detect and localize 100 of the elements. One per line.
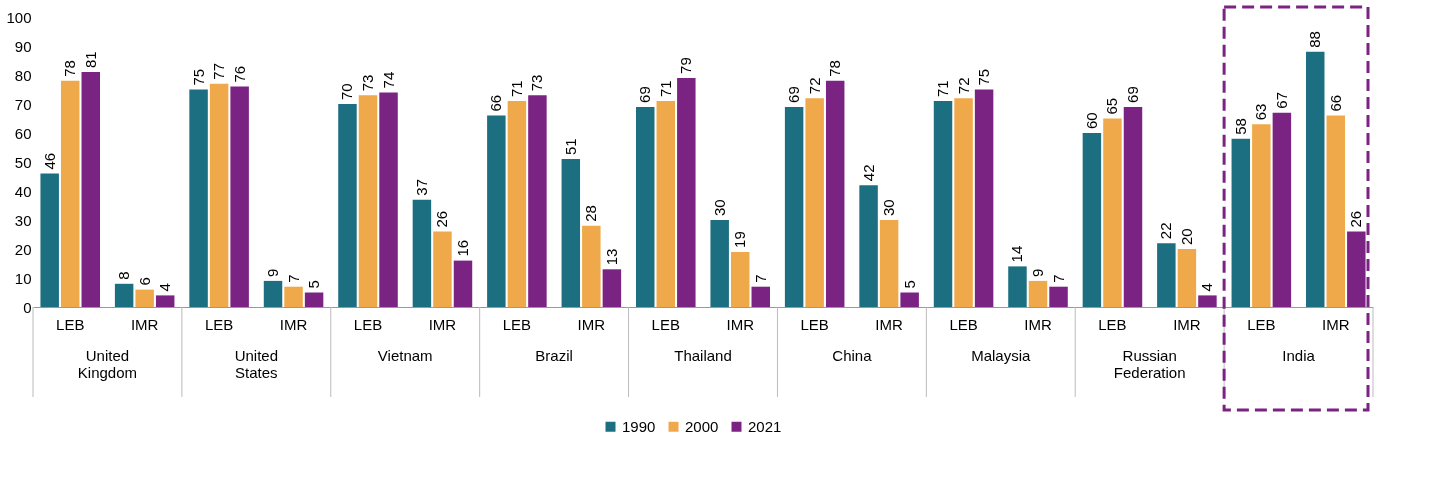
x-tick-label: LEB <box>800 315 829 333</box>
bar <box>751 286 770 307</box>
bar <box>1252 124 1271 307</box>
x-tick-label: IMR <box>1322 315 1350 333</box>
data-label: 75 <box>975 68 993 86</box>
data-label: 63 <box>1252 103 1270 121</box>
bar <box>40 173 59 307</box>
data-label: 69 <box>636 86 654 103</box>
bar <box>825 80 845 307</box>
data-label: 75 <box>189 68 207 86</box>
bar <box>954 98 973 307</box>
data-label: 19 <box>731 231 749 248</box>
bar <box>1082 133 1102 307</box>
y-tick-label: 50 <box>14 153 32 171</box>
y-tick-label: 100 <box>6 8 32 26</box>
data-label: 42 <box>859 164 877 182</box>
x-tick-label: LEB <box>1098 315 1127 333</box>
data-label: 26 <box>433 210 451 228</box>
x-tick-label: IMR <box>428 315 457 333</box>
bar <box>379 92 398 307</box>
x-tick-label: LEB <box>204 315 234 333</box>
bar <box>284 286 303 307</box>
data-label: 71 <box>507 80 525 98</box>
x-tick-label: IMR <box>1173 315 1201 333</box>
data-label: 7 <box>751 274 769 283</box>
y-tick-label: 0 <box>23 298 32 316</box>
text: United States <box>234 347 279 381</box>
text: India <box>1282 347 1316 364</box>
x-tick-label: LEB <box>502 315 532 333</box>
bar <box>1198 295 1217 307</box>
data-label: 46 <box>40 152 58 170</box>
y-tick-label: 20 <box>14 240 32 258</box>
data-label: 20 <box>1177 228 1195 245</box>
data-label: 30 <box>880 199 898 216</box>
data-label: 22 <box>1157 222 1175 240</box>
legend-label: 2000 <box>685 417 719 435</box>
y-tick-label: 40 <box>14 182 32 200</box>
x-tick-label: LEB <box>1247 315 1276 333</box>
bar <box>1231 138 1251 307</box>
bar <box>710 220 729 307</box>
bar <box>81 72 100 307</box>
data-label: 76 <box>230 65 248 83</box>
x-tick-label: IMR <box>726 315 755 333</box>
text: Vietnam <box>377 347 433 364</box>
data-label: 37 <box>412 179 430 196</box>
data-label: 14 <box>1008 245 1026 263</box>
x-tick-label: IMR <box>1024 315 1052 333</box>
data-label: 81 <box>81 51 99 69</box>
bar <box>263 280 283 307</box>
bar <box>1177 249 1197 307</box>
bar <box>805 98 824 307</box>
bar <box>1028 280 1048 307</box>
data-label: 78 <box>826 60 844 77</box>
y-tick-label: 80 <box>14 66 32 84</box>
x-tick-label: IMR <box>279 315 308 333</box>
y-tick-label: 30 <box>14 211 32 229</box>
x-tick-label: IMR <box>875 315 904 333</box>
bar <box>453 260 473 307</box>
data-label: 72 <box>805 77 823 95</box>
data-label: 28 <box>582 205 600 222</box>
data-label: 70 <box>338 83 356 100</box>
data-label: 7 <box>284 274 302 283</box>
x-tick-label: IMR <box>130 315 159 333</box>
data-label: 69 <box>785 86 803 103</box>
bar <box>1326 115 1346 307</box>
text: Malaysia <box>971 347 1032 364</box>
bar <box>730 251 750 307</box>
bar <box>412 199 432 307</box>
data-label: 58 <box>1231 118 1249 135</box>
bar <box>507 101 527 307</box>
bar <box>677 77 696 307</box>
data-label: 30 <box>710 199 728 216</box>
y-tick-label: 90 <box>14 37 32 55</box>
bar <box>561 159 581 307</box>
bar <box>1347 231 1366 307</box>
bar <box>1272 112 1292 307</box>
data-label: 88 <box>1306 31 1324 48</box>
data-label: 65 <box>1103 97 1121 115</box>
data-label: 13 <box>602 248 620 266</box>
bar <box>1049 286 1068 307</box>
data-label: 66 <box>487 94 505 112</box>
bar <box>784 106 804 307</box>
data-label: 66 <box>1326 94 1344 112</box>
bar <box>155 295 175 307</box>
bar <box>859 185 878 307</box>
data-label: 78 <box>61 60 79 77</box>
data-label: 73 <box>359 74 376 92</box>
data-label: 51 <box>561 138 579 156</box>
data-label: 60 <box>1082 112 1100 129</box>
bar <box>528 95 547 307</box>
data-label: 74 <box>379 71 397 89</box>
text: Thailand <box>674 347 732 364</box>
text: United Kingdom <box>77 347 138 381</box>
data-label: 77 <box>210 63 228 80</box>
data-label: 71 <box>656 80 674 98</box>
data-label: 9 <box>264 268 282 277</box>
bar <box>433 231 452 307</box>
x-tick-label: LEB <box>353 315 383 333</box>
data-label: 26 <box>1347 210 1365 228</box>
text: Brazil <box>535 347 573 364</box>
